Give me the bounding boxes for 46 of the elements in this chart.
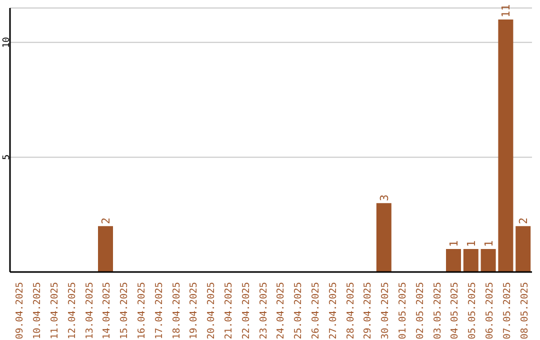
x-tick-label: 05.05.2025 — [467, 282, 478, 340]
y-tick-label: 10 — [2, 37, 12, 48]
bar — [98, 226, 113, 272]
data-label: 11 — [500, 4, 513, 18]
x-tick-label: 12.04.2025 — [66, 282, 78, 340]
x-tick-label: 13.04.2025 — [84, 282, 96, 340]
x-tick-label: 03.05.2025 — [432, 282, 444, 340]
data-label: 1 — [448, 240, 460, 248]
x-tick-label: 02.05.2025 — [414, 282, 426, 340]
bar — [376, 203, 392, 272]
x-tick-label: 27.04.2025 — [328, 282, 339, 340]
x-tick-label: 26.04.2025 — [310, 282, 322, 340]
x-tick-label: 09.04.2025 — [14, 282, 26, 340]
x-tick-label: 14.04.2025 — [102, 282, 113, 340]
x-tick-label: 25.04.2025 — [293, 282, 304, 340]
data-label: 2 — [517, 217, 530, 224]
x-tick-label: 04.05.2025 — [450, 282, 461, 340]
x-tick-label: 17.04.2025 — [154, 282, 165, 340]
x-tick-label: 08.05.2025 — [519, 282, 530, 340]
x-tick-label: 18.04.2025 — [171, 282, 182, 340]
x-tick-label: 30.04.2025 — [380, 282, 392, 340]
x-tick-label: 01.05.2025 — [398, 282, 408, 340]
bar — [516, 226, 531, 272]
x-tick-label: 21.04.2025 — [224, 282, 234, 340]
bar — [480, 249, 496, 272]
x-tick-label: 11.04.2025 — [50, 282, 60, 340]
data-label: 1 — [464, 240, 478, 248]
x-tick-label: 15.04.2025 — [119, 282, 130, 340]
x-tick-label: 19.04.2025 — [188, 282, 200, 340]
x-tick-label: 23.04.2025 — [258, 282, 270, 340]
x-tick-label: 06.05.2025 — [484, 282, 496, 340]
x-tick-label: 07.05.2025 — [502, 282, 513, 340]
data-label: 3 — [378, 194, 391, 202]
x-tick-label: 29.04.2025 — [362, 282, 374, 340]
x-tick-label: 16.04.2025 — [136, 282, 148, 340]
bar — [498, 19, 514, 272]
data-label: 2 — [100, 217, 112, 224]
bar — [463, 249, 478, 272]
x-tick-label: 20.04.2025 — [206, 282, 218, 340]
x-tick-label: 24.04.2025 — [276, 282, 287, 340]
data-label: 1 — [482, 240, 496, 248]
x-tick-label: 22.04.2025 — [240, 282, 252, 340]
y-tick-label: 5 — [2, 154, 12, 160]
x-tick-label: 10.04.2025 — [32, 282, 44, 340]
x-tick-label: 28.04.2025 — [345, 282, 356, 340]
bar — [446, 249, 461, 272]
